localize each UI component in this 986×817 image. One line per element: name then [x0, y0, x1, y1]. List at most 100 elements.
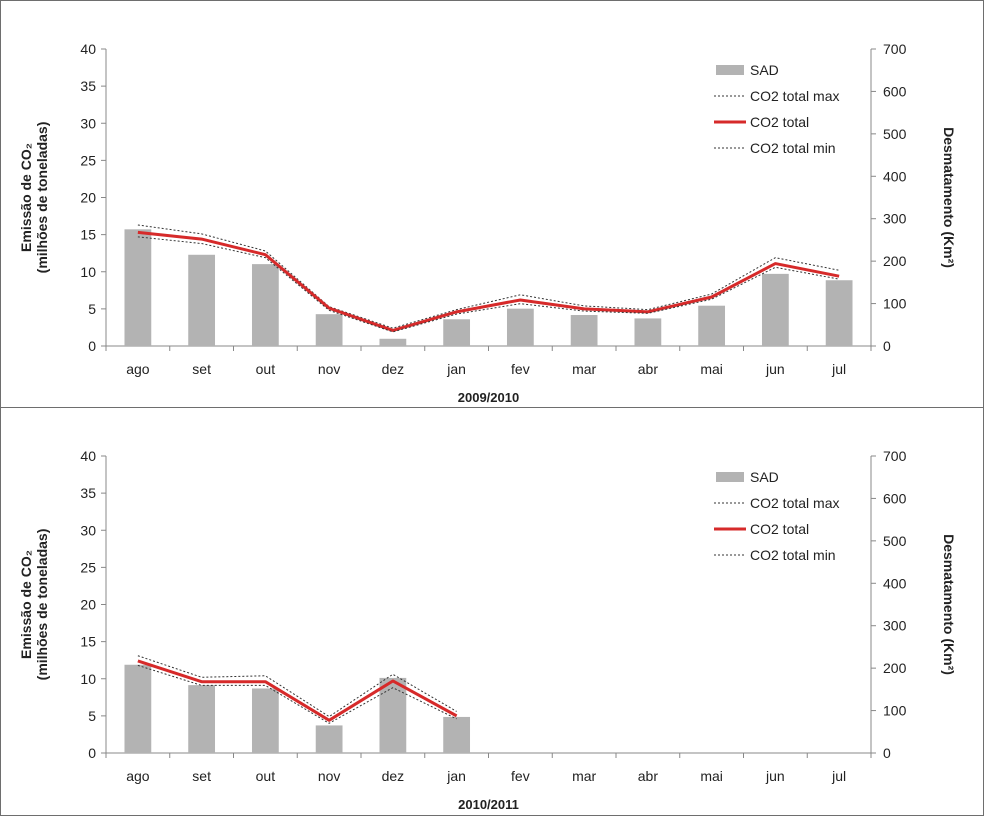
x-tick-label: fev	[511, 361, 530, 377]
x-tick-label: fev	[511, 768, 530, 784]
x-tick-label: jun	[765, 361, 785, 377]
x-tick-label: jan	[446, 361, 466, 377]
y-tick-label-left: 10	[80, 264, 96, 280]
x-tick-label: mai	[700, 768, 723, 784]
y-tick-label-left: 20	[80, 190, 96, 206]
y-tick-label-right: 600	[883, 83, 907, 99]
y-tick-label-right: 0	[883, 338, 891, 354]
y-tick-label-right: 700	[883, 448, 907, 464]
series-line-co2-total-min	[137, 664, 457, 724]
legend: SAD CO2 total max CO2 total CO2 total min	[714, 469, 839, 563]
y-tick-label-left: 0	[88, 338, 96, 354]
x-tick-label: jul	[831, 768, 846, 784]
legend-label: CO2 total max	[750, 88, 839, 104]
y-tick-label-left: 35	[80, 485, 96, 501]
series-line-co2-total-max	[137, 224, 840, 329]
chart-2009-2010: 05101520253035400100200300400500600700ag…	[18, 41, 957, 405]
legend-swatch-bar	[716, 65, 744, 75]
x-tick-label: nov	[318, 768, 341, 784]
y-tick-label-left: 40	[80, 448, 96, 464]
y-tick-label-right: 100	[883, 296, 907, 312]
bar-sad-abr	[634, 318, 662, 346]
y-axis-title-left-line2: (milhões de toneladas)	[34, 122, 50, 274]
y-tick-label-left: 40	[80, 41, 96, 57]
y-tick-label-left: 10	[80, 671, 96, 687]
y-tick-label-left: 5	[88, 301, 96, 317]
y-axis-title-right: Desmatamento (Km²)	[941, 534, 957, 675]
y-axis-title-left: Emissão de CO₂ (milhões de toneladas)	[18, 122, 50, 274]
bar-sad-out	[251, 688, 279, 753]
series-line-co2-total	[137, 230, 840, 332]
bar-sad-dez	[379, 677, 407, 753]
legend-label: SAD	[750, 62, 779, 78]
x-tick-label: jul	[831, 361, 846, 377]
bar-sad-ago	[124, 664, 152, 753]
bar-sad-dez	[379, 338, 407, 346]
bar-sad-jul	[825, 280, 853, 346]
x-tick-label: ago	[126, 768, 150, 784]
chart-panel-2009-2010: 0 5 10 15 20 25 30 35 40 0 100 200 300 400 500 600 700 ag…	[0, 0, 984, 408]
y-tick-label-right: 0	[883, 745, 891, 761]
bar-sad-nov	[315, 314, 343, 346]
y-axis-title-left-line1: Emissão de CO₂	[18, 143, 34, 252]
bar-sad-jun	[761, 273, 789, 346]
legend-item: CO2 total	[714, 521, 809, 537]
y-axis-title-right-text: Desmatamento (Km²)	[941, 127, 957, 268]
chart-2010-2011: 05101520253035400100200300400500600700ag…	[18, 448, 957, 812]
y-tick-label-left: 30	[80, 522, 96, 538]
x-tick-label: mar	[572, 768, 596, 784]
y-axis-title-left-line2: (milhões de toneladas)	[34, 529, 50, 681]
bar-sad-set	[188, 254, 216, 346]
y-tick-label-left: 25	[80, 559, 96, 575]
x-tick-label: out	[256, 361, 276, 377]
y-tick-label-left: 35	[80, 78, 96, 94]
series-line-co2-total-max	[137, 655, 457, 718]
legend-label: CO2 total	[750, 114, 809, 130]
x-tick-label: abr	[638, 361, 659, 377]
y-tick-label-left: 15	[80, 227, 96, 243]
legend-label: CO2 total min	[750, 140, 836, 156]
bar-sad-mar	[570, 315, 598, 346]
x-tick-label: out	[256, 768, 276, 784]
chart-panel-2010-2011: 0 5 10 15 20 25 30 35 40 0 100 200 300 400 500 600 700 ag…	[0, 407, 984, 816]
legend-label: CO2 total min	[750, 547, 836, 563]
x-tick-label: dez	[382, 768, 405, 784]
y-tick-label-right: 500	[883, 126, 907, 142]
bar-sad-jan	[443, 319, 471, 346]
legend-label: SAD	[750, 469, 779, 485]
y-axis-title-left: Emissão de CO₂ (milhões de toneladas)	[18, 529, 50, 681]
x-tick-label: jun	[765, 768, 785, 784]
legend-label: CO2 total	[750, 521, 809, 537]
x-axis-title: 2010/2011	[458, 797, 519, 812]
legend-item: CO2 total min	[714, 547, 836, 563]
y-tick-label-right: 700	[883, 41, 907, 57]
y-tick-label-right: 200	[883, 660, 907, 676]
legend-label: CO2 total max	[750, 495, 839, 511]
y-tick-label-left: 15	[80, 634, 96, 650]
x-tick-label: abr	[638, 768, 659, 784]
bar-sad-ago	[124, 229, 152, 346]
y-tick-label-right: 300	[883, 618, 907, 634]
legend: SAD CO2 total max CO2 total CO2 total min	[714, 62, 839, 156]
legend-item: CO2 total	[714, 114, 809, 130]
bar-sad-out	[251, 264, 279, 346]
x-tick-label: set	[192, 361, 211, 377]
bar-sad-set	[188, 685, 216, 753]
y-tick-label-right: 300	[883, 211, 907, 227]
x-tick-label: mar	[572, 361, 596, 377]
bar-sad-nov	[315, 725, 343, 753]
legend-item: CO2 total max	[714, 88, 839, 104]
x-tick-label: set	[192, 768, 211, 784]
x-tick-label: jan	[446, 768, 466, 784]
y-axis-title-right: Desmatamento (Km²)	[941, 127, 957, 268]
legend-swatch-bar	[716, 472, 744, 482]
y-tick-label-right: 500	[883, 533, 907, 549]
y-tick-label-left: 20	[80, 597, 96, 613]
y-tick-label-right: 200	[883, 253, 907, 269]
y-tick-label-right: 100	[883, 703, 907, 719]
bar-sad-mai	[698, 305, 726, 346]
y-tick-label-left: 0	[88, 745, 96, 761]
y-tick-label-right: 600	[883, 490, 907, 506]
x-tick-label: mai	[700, 361, 723, 377]
series-line-co2-total-min	[137, 236, 840, 333]
